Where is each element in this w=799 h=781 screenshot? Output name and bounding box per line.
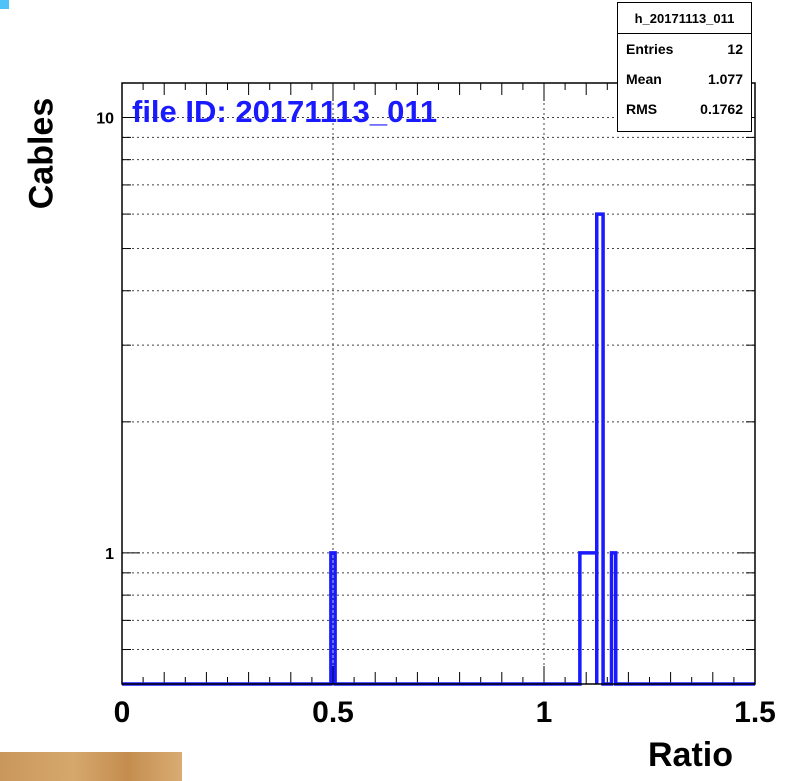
x-tick-label: 1	[536, 696, 553, 729]
file-id-annotation: file ID: 20171113_011	[132, 94, 437, 129]
stats-box: h_20171113_011 Entries 12 Mean 1.077 RMS…	[617, 2, 752, 132]
y-tick-label: 1	[105, 546, 114, 563]
plot-frame	[121, 82, 756, 685]
stats-rms-value: 0.1762	[700, 101, 743, 117]
stats-rms-label: RMS	[626, 101, 658, 117]
y-axis-label: Cables	[22, 97, 61, 209]
corner-marker	[0, 0, 9, 9]
stats-row-mean: Mean 1.077	[618, 64, 751, 94]
y-axis-label-box: Cables	[22, 88, 62, 218]
x-axis-label: Ratio	[648, 736, 733, 774]
stats-mean-value: 1.077	[707, 71, 743, 87]
stats-title: h_20171113_011	[618, 3, 751, 34]
stats-row-rms: RMS 0.1762	[618, 94, 751, 124]
plot-frame-fill	[122, 83, 755, 684]
y-tick-label: 10	[96, 110, 114, 127]
stats-entries-value: 12	[727, 41, 743, 57]
stats-entries-label: Entries	[626, 41, 674, 57]
x-tick-label: 0.5	[312, 696, 354, 729]
wood-texture-strip	[0, 752, 182, 781]
stats-mean-label: Mean	[626, 71, 662, 87]
stats-row-entries: Entries 12	[618, 34, 751, 64]
x-tick-label: 1.5	[734, 696, 776, 729]
x-tick-label: 0	[114, 696, 131, 729]
